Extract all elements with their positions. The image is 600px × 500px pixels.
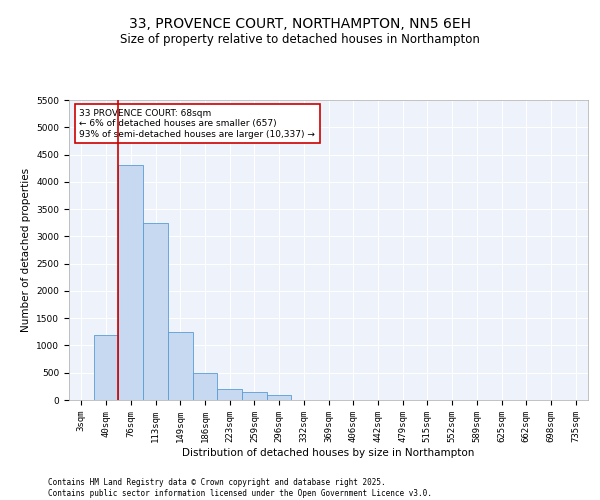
- Bar: [94, 334, 118, 400]
- Bar: [267, 394, 292, 400]
- X-axis label: Distribution of detached houses by size in Northampton: Distribution of detached houses by size …: [182, 448, 475, 458]
- Text: Size of property relative to detached houses in Northampton: Size of property relative to detached ho…: [120, 32, 480, 46]
- Bar: [143, 222, 168, 400]
- Y-axis label: Number of detached properties: Number of detached properties: [21, 168, 31, 332]
- Bar: [118, 166, 143, 400]
- Bar: [193, 372, 217, 400]
- Text: 33, PROVENCE COURT, NORTHAMPTON, NN5 6EH: 33, PROVENCE COURT, NORTHAMPTON, NN5 6EH: [129, 18, 471, 32]
- Text: 33 PROVENCE COURT: 68sqm
← 6% of detached houses are smaller (657)
93% of semi-d: 33 PROVENCE COURT: 68sqm ← 6% of detache…: [79, 109, 315, 139]
- Text: Contains HM Land Registry data © Crown copyright and database right 2025.
Contai: Contains HM Land Registry data © Crown c…: [48, 478, 432, 498]
- Bar: [217, 389, 242, 400]
- Bar: [168, 332, 193, 400]
- Bar: [242, 392, 267, 400]
